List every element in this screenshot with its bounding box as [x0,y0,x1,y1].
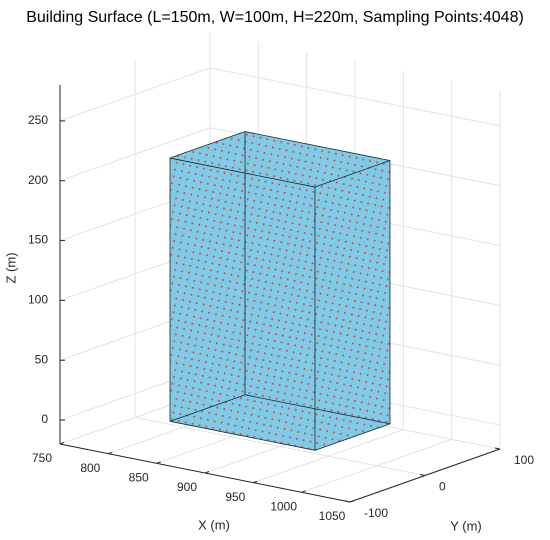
x-tick-label: 750 [32,451,52,465]
y-tick [419,474,426,476]
box-edge [169,157,316,188]
x-tick-label: 900 [177,480,197,494]
box-edge [169,394,246,422]
box-edge [169,420,316,451]
x-tick [204,471,210,474]
x-axis-label: X (m) [198,517,230,532]
x-tick-label: 950 [225,490,245,504]
x-tick-label: 850 [129,471,149,485]
y-tick [494,447,501,450]
box-edge [244,394,391,425]
x-tick-label: 1000 [270,500,297,514]
chart-title: Building Surface (L=150m, W=100m, H=220m… [26,9,524,26]
box-edge [314,423,391,451]
y-tick [344,500,351,503]
x-tick [253,480,258,484]
x-tick-label: 800 [80,461,100,475]
z-tick-label: 250 [28,113,48,127]
x-tick [156,461,161,464]
box-edge [314,160,391,188]
z-axis-label: Z (m) [3,252,18,283]
z-tick-label: 200 [28,173,48,187]
grid-line [134,417,426,476]
sampling-points [315,160,390,451]
z-tick-label: 0 [41,412,48,426]
x-tick [301,490,306,493]
x-tick [349,500,355,503]
y-axis-label: Y (m) [450,518,482,533]
y-tick-label: 0 [439,480,446,494]
y-tick-label: -100 [364,506,388,520]
sampling-points [170,131,390,188]
z-tick-label: 100 [28,293,48,307]
y-tick-label: 100 [514,453,534,467]
x-tick [108,451,113,455]
z-tick-label: 50 [35,352,49,366]
sampling-points [170,158,315,451]
box-edge [169,131,246,159]
z-tick-label: 150 [28,233,48,247]
box-edge [244,131,391,161]
x-tick [59,442,65,445]
x-tick-label: 1050 [319,509,346,523]
